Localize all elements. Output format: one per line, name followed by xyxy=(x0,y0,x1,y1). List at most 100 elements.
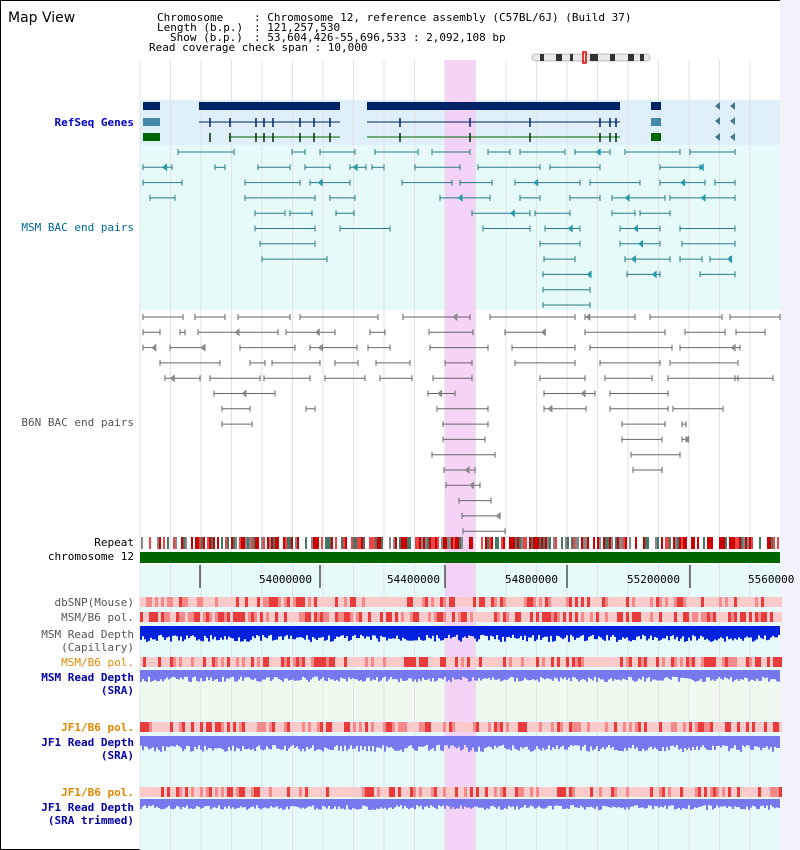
msm-depth-cap-bar xyxy=(704,626,706,640)
msm-depth-sra-bar xyxy=(192,670,194,678)
dbsnp-strip xyxy=(467,597,470,607)
jf1-depth-2-bar xyxy=(184,799,186,808)
msm-b6-pol-strip xyxy=(614,612,617,622)
jf1-depth-1-bar xyxy=(744,736,746,748)
jf1-b6-pol-1-strip xyxy=(374,722,377,732)
jf1-depth-1-bar xyxy=(658,736,660,751)
dbsnp-strip xyxy=(386,597,389,607)
jf1-depth-1-bar xyxy=(388,736,390,748)
jf1-b6-pol-1-strip xyxy=(560,722,563,732)
jf1-depth-1-bar xyxy=(162,736,164,747)
dbsnp-strip xyxy=(203,597,206,607)
jf1-b6-pol-1-strip xyxy=(506,722,509,732)
msm-b6-pol-sra-strip xyxy=(590,657,593,667)
dbsnp-strip xyxy=(437,597,440,607)
msm-b6-pol-strip xyxy=(497,612,500,622)
jf1-b6-pol-1-strip xyxy=(773,722,776,732)
msm-depth-sra-bar xyxy=(246,670,248,678)
msm-depth-cap-bar xyxy=(722,626,724,639)
msm-bac-arrow xyxy=(352,163,358,172)
jf1-b6-pol-1-strip xyxy=(218,722,221,732)
jf1-depth-1-bar xyxy=(572,736,574,746)
b6n-bac-arrow xyxy=(547,404,553,413)
msm-depth-cap-bar xyxy=(280,626,282,637)
msm-b6-pol-sra-strip xyxy=(251,657,254,667)
msm-b6-pol-strip xyxy=(761,612,764,622)
msm-b6-pol-strip xyxy=(323,612,326,622)
jf1-depth-1-bar xyxy=(432,736,434,749)
repeat-feature xyxy=(267,537,269,549)
jf1-depth-1-bar xyxy=(266,736,268,747)
msm-depth-cap-bar xyxy=(360,626,362,635)
msm-depth-sra-bar xyxy=(688,670,690,679)
jf1-b6-pol-2-strip xyxy=(221,787,224,797)
repeat-feature xyxy=(645,537,647,549)
jf1-depth-2-bar xyxy=(734,799,736,807)
jf1-depth-1-bar xyxy=(480,736,482,752)
jf1-depth-2-bar xyxy=(674,799,676,810)
msm-depth-cap-bar xyxy=(420,626,422,640)
jf1-depth-1-bar xyxy=(636,736,638,748)
jf1-b6-pol-2-strip xyxy=(380,787,383,797)
msm-depth-sra-bar xyxy=(548,670,550,679)
msm-depth-cap-bar xyxy=(760,626,762,638)
msm-depth-cap-bar xyxy=(190,626,192,637)
msm-depth-cap-bar xyxy=(188,626,190,639)
repeat-feature xyxy=(311,537,313,549)
jf1-depth-1-bar xyxy=(414,736,416,751)
msm-depth-cap-bar xyxy=(628,626,630,641)
msm-depth-cap-bar xyxy=(548,626,550,642)
jf1-depth-1-bar xyxy=(354,736,356,749)
repeat-feature xyxy=(661,537,663,549)
jf1-depth-2-bar xyxy=(528,799,530,808)
repeat-feature xyxy=(277,537,279,549)
jf1-depth-2-bar xyxy=(204,799,206,807)
jf1-depth-2-bar xyxy=(710,799,712,806)
track-label-b6n-bac[interactable]: B6N BAC end pairs xyxy=(21,416,134,429)
msm-depth-cap-bar xyxy=(588,626,590,637)
gene-block xyxy=(367,102,620,110)
dbsnp-strip xyxy=(458,597,461,607)
msm-depth-cap-bar xyxy=(504,626,506,642)
jf1-depth-2-bar xyxy=(438,799,440,806)
msm-depth-cap-bar xyxy=(662,626,664,639)
dbsnp-strip xyxy=(692,597,695,607)
dbsnp-strip xyxy=(536,597,539,607)
msm-b6-pol-sra-strip xyxy=(641,657,644,667)
jf1-depth-2-bar xyxy=(362,799,364,806)
msm-b6-pol-strip xyxy=(449,612,452,622)
jf1-depth-2-bar xyxy=(166,799,168,808)
msm-depth-cap-bar xyxy=(436,626,438,636)
jf1-b6-pol-2-strip xyxy=(428,787,431,797)
msm-depth-cap-bar xyxy=(482,626,484,635)
dbsnp-strip xyxy=(419,597,422,607)
repeat-feature xyxy=(643,537,645,549)
jf1-b6-pol-1-strip xyxy=(653,722,656,732)
track-label-msm-bac[interactable]: MSM BAC end pairs xyxy=(21,221,134,234)
jf1-depth-2-bar xyxy=(564,799,566,809)
jf1-depth-1-bar xyxy=(352,736,354,750)
msm-b6-pol-sra-strip xyxy=(758,657,761,667)
msm-depth-cap-bar xyxy=(328,626,330,636)
dbsnp-strip xyxy=(245,597,248,607)
jf1-depth-2-bar xyxy=(210,799,212,810)
track-label-refseq[interactable]: RefSeq Genes xyxy=(54,116,134,129)
dbsnp-strip xyxy=(359,597,362,607)
dbsnp-strip xyxy=(494,597,497,607)
repeat-feature xyxy=(573,537,575,549)
page-title: Map View xyxy=(8,10,76,26)
dbsnp-strip xyxy=(311,597,314,607)
msm-b6-pol-strip xyxy=(146,612,149,622)
track-label-msm-depth-sra: MSM Read Depth xyxy=(41,671,134,684)
msm-depth-sra-bar xyxy=(568,670,570,678)
repeat-feature xyxy=(501,537,503,549)
jf1-depth-2-bar xyxy=(624,799,626,810)
msm-b6-pol-strip xyxy=(494,612,497,622)
jf1-b6-pol-1-strip xyxy=(371,722,374,732)
jf1-depth-1-bar xyxy=(748,736,750,746)
msm-b6-pol-sra-strip xyxy=(206,657,209,667)
msm-b6-pol-strip xyxy=(161,612,164,622)
jf1-depth-2-bar xyxy=(428,799,430,809)
repeat-feature xyxy=(377,537,379,549)
